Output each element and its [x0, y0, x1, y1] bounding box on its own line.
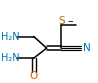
Text: O: O	[30, 71, 38, 81]
Text: S: S	[58, 16, 65, 26]
Text: N: N	[83, 43, 91, 53]
Text: –: –	[68, 16, 73, 26]
Text: H₂N: H₂N	[1, 32, 19, 42]
Text: H₂N: H₂N	[1, 53, 19, 63]
